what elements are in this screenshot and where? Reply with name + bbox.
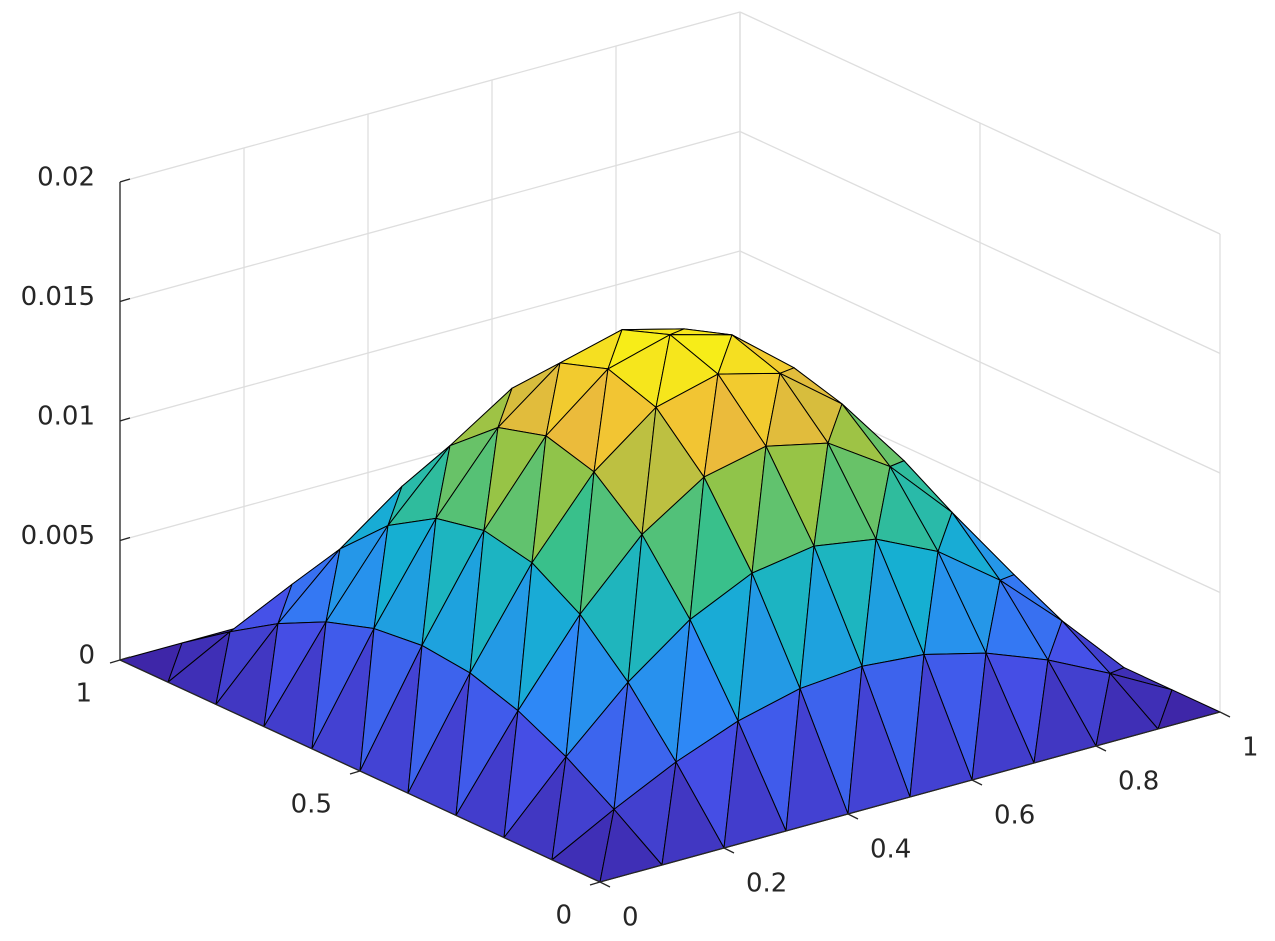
x-tick-label: 0.2 (746, 869, 787, 899)
x-tick-label: 0.8 (1118, 767, 1159, 797)
x-tick (847, 813, 859, 820)
z-tick-label: 0.01 (37, 402, 95, 432)
grid-line (119, 11, 741, 183)
grid-line (739, 11, 1221, 235)
y-tick (589, 881, 601, 886)
z-tick (119, 536, 131, 542)
x-tick (599, 881, 611, 888)
y-tick (349, 770, 361, 775)
y-tick-label: 0.5 (291, 790, 332, 820)
z-tick-label: 0.02 (37, 163, 95, 193)
x-tick (1219, 711, 1231, 718)
z-tick (119, 656, 131, 661)
grid-line (739, 250, 1221, 474)
x-tick-label: 0 (622, 903, 639, 933)
x-axis (599, 711, 1221, 883)
z-tick-label: 0.005 (21, 521, 95, 551)
x-tick-label: 0.6 (994, 801, 1035, 831)
z-tick-label: 0 (78, 641, 95, 671)
x-tick (723, 847, 735, 854)
x-tick (971, 779, 983, 786)
grid-line (119, 130, 741, 303)
grid-line (119, 250, 741, 422)
z-tick-label: 0.015 (21, 282, 95, 312)
x-tick-label: 1 (1242, 733, 1259, 763)
x-tick-label: 0.4 (870, 835, 911, 865)
y-tick (109, 659, 121, 664)
x-tick (1095, 745, 1107, 752)
y-tick-label: 1 (75, 679, 92, 709)
grid-line (739, 130, 1221, 355)
y-tick-label: 0 (555, 901, 572, 931)
z-tick (119, 297, 131, 303)
z-tick (119, 178, 131, 183)
z-tick (119, 417, 131, 422)
